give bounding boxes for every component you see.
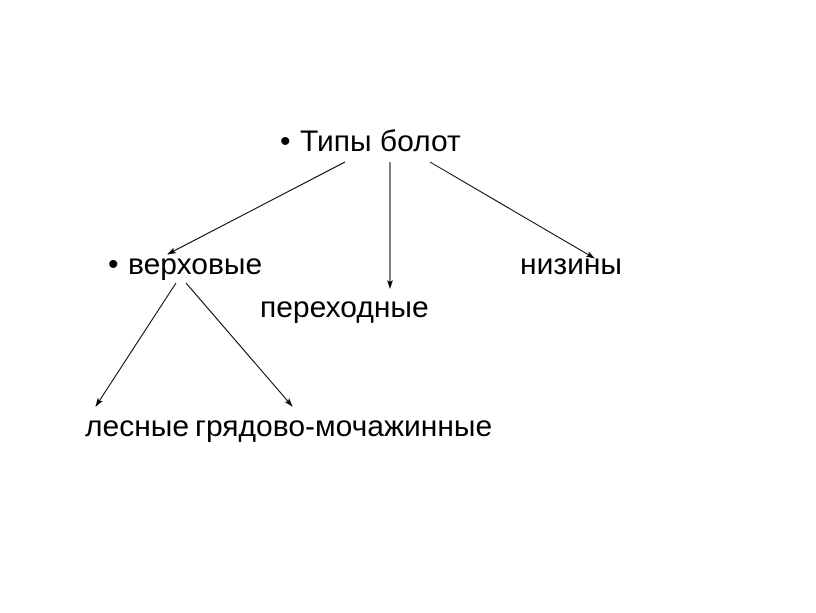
node-pere: переходные — [260, 291, 429, 325]
bullet-root: • — [280, 125, 291, 159]
node-niz: низины — [520, 248, 622, 282]
bullet-verh: • — [108, 248, 119, 282]
node-root: Типы болот — [300, 125, 461, 159]
node-verh: верховые — [128, 248, 262, 282]
node-les: лесные — [85, 410, 189, 444]
node-grm: грядово-мочажинные — [195, 410, 492, 444]
